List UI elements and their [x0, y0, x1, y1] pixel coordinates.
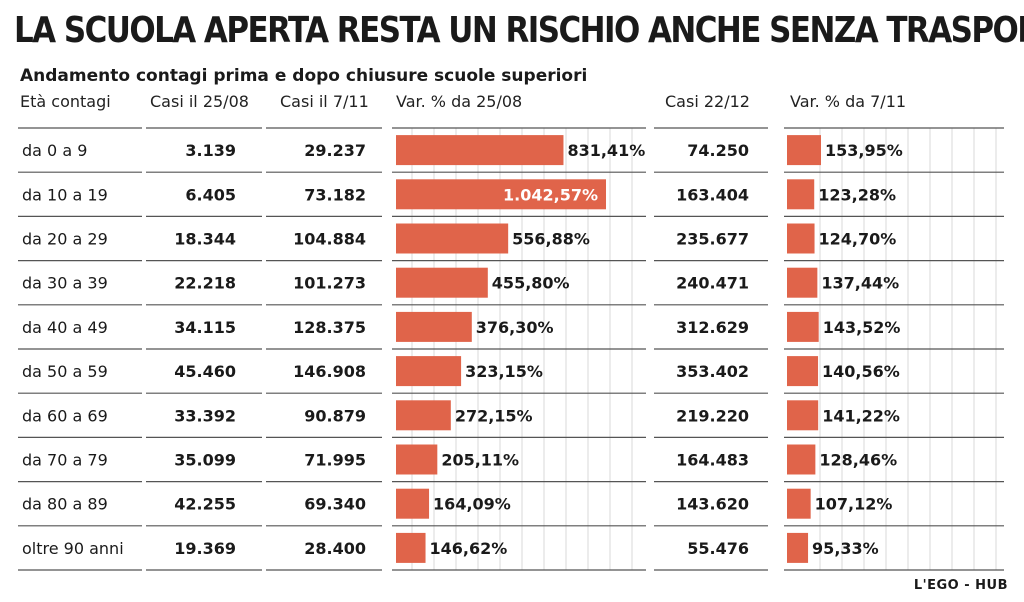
age-label: da 50 a 59: [22, 362, 108, 381]
cases-711-value: 146.908: [293, 362, 366, 381]
cases-711-value: 73.182: [304, 185, 366, 204]
bar-label-var-711: 143,52%: [823, 318, 901, 337]
bar-var-2508: [396, 135, 564, 166]
cases-2212-value: 163.404: [676, 185, 749, 204]
age-label: da 30 a 39: [22, 274, 108, 293]
bar-label-var-711: 141,22%: [822, 406, 900, 425]
bar-var-711: [787, 356, 819, 387]
bar-var-711: [787, 400, 819, 431]
cases-2508-value: 42.255: [174, 495, 236, 514]
bar-var-711: [787, 135, 821, 166]
cases-2212-value: 143.620: [676, 495, 749, 514]
bar-label-var-711: 124,70%: [819, 230, 897, 249]
bar-var-2508: [396, 267, 488, 298]
bar-var-2508: [396, 311, 472, 342]
bar-label-var-2508: 272,15%: [455, 406, 533, 425]
bar-label-var-2508: 1.042,57%: [503, 185, 598, 204]
age-label: da 40 a 49: [22, 318, 108, 337]
credit: L'EGO - HUB: [913, 578, 1008, 593]
age-label: da 10 a 19: [22, 185, 108, 204]
cases-2212-value: 219.220: [676, 406, 749, 425]
bar-var-2508: [396, 223, 509, 254]
header-age: Età contagi: [20, 92, 111, 111]
cases-2508-value: 18.344: [174, 230, 236, 249]
cases-711-value: 104.884: [293, 230, 366, 249]
cases-2212-value: 55.476: [687, 539, 749, 558]
chart-title: LA SCUOLA APERTA RESTA UN RISCHIO ANCHE …: [14, 10, 1024, 51]
bar-var-2508: [396, 400, 451, 431]
header-var-2508: Var. % da 25/08: [396, 92, 523, 111]
bar-var-711: [787, 488, 811, 519]
bar-label-var-2508: 205,11%: [441, 451, 519, 470]
cases-711-value: 69.340: [304, 495, 366, 514]
cases-2508-value: 6.405: [185, 185, 236, 204]
bar-label-var-711: 123,28%: [818, 185, 896, 204]
cases-711-value: 101.273: [293, 274, 366, 293]
age-label: da 20 a 29: [22, 230, 108, 249]
bar-label-var-711: 128,46%: [819, 451, 897, 470]
cases-2508-value: 22.218: [174, 274, 236, 293]
header-var-711: Var. % da 7/11: [790, 92, 907, 111]
cases-2212-value: 235.677: [676, 230, 749, 249]
cases-2212-value: 240.471: [676, 274, 749, 293]
cases-711-value: 90.879: [304, 406, 366, 425]
bar-label-var-711: 137,44%: [821, 274, 899, 293]
header-cases-2212: Casi 22/12: [665, 92, 750, 111]
age-label: oltre 90 anni: [22, 539, 124, 558]
bar-label-var-711: 153,95%: [825, 141, 903, 160]
bar-label-var-2508: 376,30%: [476, 318, 554, 337]
header-cases-711: Casi il 7/11: [280, 92, 369, 111]
cases-2508-value: 34.115: [174, 318, 236, 337]
cases-2508-value: 35.099: [174, 451, 236, 470]
bar-var-2508: [396, 488, 430, 519]
cases-2212-value: 74.250: [687, 141, 749, 160]
bar-var-2508: [396, 356, 462, 387]
cases-711-value: 71.995: [304, 451, 366, 470]
bar-var-2508: [396, 179, 606, 210]
age-label: da 60 a 69: [22, 406, 108, 425]
bar-var-711: [787, 532, 809, 563]
cases-2508-value: 45.460: [174, 362, 236, 381]
bar-var-711: [787, 267, 818, 298]
bar-var-2508: [396, 532, 426, 563]
cases-711-value: 28.400: [304, 539, 366, 558]
bar-label-var-2508: 455,80%: [492, 274, 570, 293]
cases-2212-value: 164.483: [676, 451, 749, 470]
bar-label-var-2508: 164,09%: [433, 495, 511, 514]
age-label: da 0 a 9: [22, 141, 87, 160]
cases-2508-value: 19.369: [174, 539, 236, 558]
header-cases-2508: Casi il 25/08: [150, 92, 249, 111]
bar-label-var-2508: 323,15%: [465, 362, 543, 381]
bar-label-var-2508: 831,41%: [567, 141, 645, 160]
bar-label-var-711: 107,12%: [815, 495, 893, 514]
age-label: da 80 a 89: [22, 495, 108, 514]
bar-var-711: [787, 223, 815, 254]
cases-711-value: 29.237: [304, 141, 366, 160]
bar-var-711: [787, 179, 815, 210]
chart-subtitle: Andamento contagi prima e dopo chiusure …: [20, 66, 588, 86]
bar-label-var-2508: 556,88%: [512, 230, 590, 249]
bar-label-var-711: 140,56%: [822, 362, 900, 381]
bar-label-var-2508: 146,62%: [430, 539, 508, 558]
cases-2508-value: 3.139: [185, 141, 236, 160]
bar-var-2508: [396, 444, 438, 475]
cases-2212-value: 353.402: [676, 362, 749, 381]
cases-711-value: 128.375: [293, 318, 366, 337]
bar-var-711: [787, 311, 819, 342]
age-label: da 70 a 79: [22, 451, 108, 470]
bar-label-var-711: 95,33%: [812, 539, 879, 558]
cases-2212-value: 312.629: [676, 318, 749, 337]
bar-var-711: [787, 444, 816, 475]
cases-2508-value: 33.392: [174, 406, 236, 425]
